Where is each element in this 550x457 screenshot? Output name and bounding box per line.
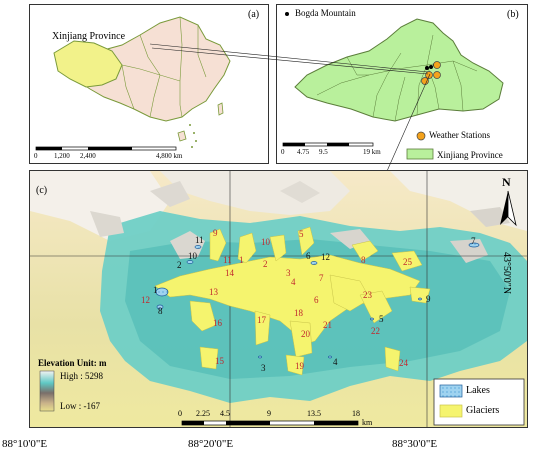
panel-b-xinjiang-map: (b) Bogda Mountain Weather Stations Xinj…	[276, 4, 528, 164]
glacier-number-label: 4	[291, 277, 296, 287]
elevation-map	[30, 171, 527, 427]
lake-number-label: 7	[471, 236, 476, 246]
scale-c-unit: km	[362, 418, 373, 427]
glacier-number-label: 1	[239, 255, 244, 265]
glacier-number-label: 12	[141, 295, 150, 305]
glacier-number-label: 9	[213, 228, 218, 238]
glacier-number-label: 15	[215, 356, 224, 366]
glaciers-legend-swatch	[439, 404, 463, 418]
glacier-polygons	[154, 226, 431, 376]
lake-number-label: 1	[153, 285, 158, 295]
glacier-number-label: 24	[399, 358, 408, 368]
lake-number-label: 12	[321, 252, 330, 262]
north-letter: N	[502, 175, 511, 189]
glacier-number-label: 2	[263, 259, 268, 269]
weather-station-1	[425, 71, 433, 79]
weather-station-4	[433, 61, 441, 69]
elevation-legend-high: High : 5298	[60, 371, 104, 381]
glacier-number-label: 7	[319, 273, 324, 283]
panel-a-china-map: (a) Xinjiang Province 0 1,200 2,400 4,80…	[29, 4, 269, 164]
glacier-number-label: 8	[361, 255, 366, 265]
lake-number-label: 9	[426, 294, 431, 304]
china-outline-map	[35, 16, 231, 151]
glacier-number-label: 17	[257, 315, 266, 325]
panel-c-scale-bar	[181, 420, 359, 426]
glacier-number-label: 13	[209, 287, 218, 297]
scale-c-tick-2: 4.5	[220, 409, 230, 418]
glacier-number-label: 23	[363, 290, 372, 300]
north-arrow-icon	[500, 190, 517, 227]
glacier-number-label: 21	[323, 320, 332, 330]
scale-b-tick-0: 0	[281, 148, 285, 156]
weather-station-3	[421, 77, 429, 85]
panel-a-scale-bar	[35, 146, 177, 151]
scale-a-tick-2: 2,400	[80, 152, 96, 160]
scale-b-tick-1: 4.75	[297, 148, 310, 156]
glacier-number-label: 20	[301, 329, 310, 339]
glacier-number-label: 18	[294, 308, 303, 318]
province-legend-swatch	[406, 148, 434, 160]
scale-b-tick-3: 19 km	[363, 148, 381, 156]
glacier-number-label: 14	[225, 268, 234, 278]
bogda-point	[425, 66, 429, 70]
glacier-number-label: 19	[295, 361, 304, 371]
lake-number-label: 6	[306, 251, 311, 261]
stations-legend-marker	[416, 131, 426, 141]
glacier-number-label: 5	[299, 229, 304, 239]
elevation-legend-title: Elevation Unit: m	[38, 358, 107, 368]
longitude-label-3: 88°30'0"E	[392, 438, 438, 450]
glacier-number-label: 3	[286, 268, 291, 278]
glacier-number-label: 11	[223, 255, 232, 265]
scale-a-tick-1: 1,200	[54, 152, 70, 160]
xinjiang-province-label: Xinjiang Province	[52, 31, 126, 42]
latitude-label: 43°50'0"N	[501, 252, 512, 295]
scale-c-tick-3: 9	[267, 409, 271, 418]
scale-a-tick-0: 0	[34, 152, 38, 160]
panel-c-tag: (c)	[36, 185, 48, 196]
scale-c-tick-0: 0	[178, 409, 182, 418]
panel-b-tag: (b)	[507, 9, 519, 20]
bogda-legend-label: Bogda Mountain	[295, 8, 356, 18]
lake-number-label: 5	[379, 314, 384, 324]
panel-c-elevation-map: (c) N Elevation Unit: m High : 5298 Low …	[29, 170, 528, 428]
scale-b-tick-2: 9.5	[319, 148, 328, 156]
scale-c-tick-1: 2.25	[196, 409, 210, 418]
xinjiang-region	[53, 40, 123, 88]
lakes-legend-swatch	[439, 384, 463, 398]
bogda-legend-marker	[285, 12, 289, 16]
xinjiang-shape	[294, 18, 504, 122]
glacier-number-label: 10	[261, 237, 270, 247]
panel-a-tag: (a)	[248, 9, 260, 20]
lake-number-label: 3	[261, 363, 266, 373]
lakes-legend-label: Lakes	[466, 385, 490, 396]
lake-polygons	[155, 242, 480, 359]
elevation-gradient-bar	[39, 370, 55, 412]
scale-a-tick-3: 4,800 km	[156, 152, 183, 160]
glacier-number-label: 16	[213, 318, 222, 328]
lake-number-label: 2	[177, 260, 182, 270]
lake-number-label: 8	[158, 306, 163, 316]
lake-number-label: 10	[188, 251, 197, 261]
elevation-legend-low: Low : -167	[60, 401, 100, 411]
scale-c-tick-4: 13.5	[307, 409, 321, 418]
lake-number-label: 4	[333, 357, 338, 367]
weather-station-2	[433, 71, 441, 79]
glacier-number-label: 6	[314, 295, 319, 305]
scale-c-tick-5: 18	[352, 409, 360, 418]
province-legend-label: Xinjiang Province	[437, 150, 503, 160]
stations-legend-label: Weather Stations	[429, 130, 491, 140]
longitude-label-1: 88°10'0"E	[2, 438, 48, 450]
lake-number-label: 11	[195, 235, 204, 245]
glacier-number-label: 25	[403, 257, 412, 267]
glaciers-legend-label: Glaciers	[466, 405, 500, 416]
glacier-number-label: 22	[371, 326, 380, 336]
longitude-label-2: 88°20'0"E	[188, 438, 234, 450]
